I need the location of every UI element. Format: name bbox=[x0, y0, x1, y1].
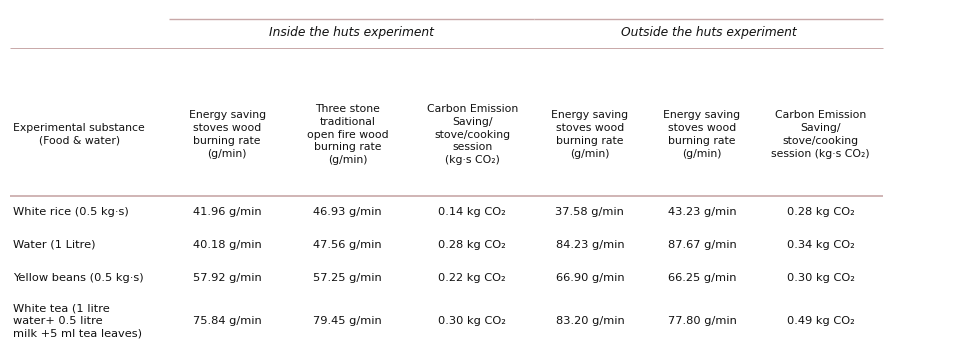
Text: Yellow beans (0.5 kg·s): Yellow beans (0.5 kg·s) bbox=[14, 273, 144, 283]
Text: 0.14 kg CO₂: 0.14 kg CO₂ bbox=[438, 207, 506, 217]
Text: 57.25 g/min: 57.25 g/min bbox=[313, 273, 382, 283]
Text: 79.45 g/min: 79.45 g/min bbox=[313, 316, 382, 326]
Text: 0.30 kg CO₂: 0.30 kg CO₂ bbox=[438, 316, 506, 326]
Text: White rice (0.5 kg·s): White rice (0.5 kg·s) bbox=[14, 207, 129, 217]
Text: 46.93 g/min: 46.93 g/min bbox=[313, 207, 382, 217]
Text: 84.23 g/min: 84.23 g/min bbox=[555, 240, 624, 250]
Text: 41.96 g/min: 41.96 g/min bbox=[193, 207, 262, 217]
Text: 43.23 g/min: 43.23 g/min bbox=[668, 207, 736, 217]
Text: Energy saving
stoves wood
burning rate
(g/min): Energy saving stoves wood burning rate (… bbox=[664, 110, 740, 159]
Text: 87.67 g/min: 87.67 g/min bbox=[668, 240, 736, 250]
Text: 47.56 g/min: 47.56 g/min bbox=[313, 240, 382, 250]
Text: 75.84 g/min: 75.84 g/min bbox=[193, 316, 262, 326]
Text: Water (1 Litre): Water (1 Litre) bbox=[14, 240, 96, 250]
Text: 0.30 kg CO₂: 0.30 kg CO₂ bbox=[787, 273, 855, 283]
Text: 40.18 g/min: 40.18 g/min bbox=[193, 240, 262, 250]
Text: Inside the huts experiment: Inside the huts experiment bbox=[269, 26, 434, 39]
Text: 0.28 kg CO₂: 0.28 kg CO₂ bbox=[787, 207, 855, 217]
Text: 77.80 g/min: 77.80 g/min bbox=[668, 316, 736, 326]
Text: Energy saving
stoves wood
burning rate
(g/min): Energy saving stoves wood burning rate (… bbox=[189, 110, 266, 159]
Text: Energy saving
stoves wood
burning rate
(g/min): Energy saving stoves wood burning rate (… bbox=[551, 110, 629, 159]
Text: 0.22 kg CO₂: 0.22 kg CO₂ bbox=[438, 273, 506, 283]
Text: Three stone
traditional
open fire wood
burning rate
(g/min): Three stone traditional open fire wood b… bbox=[307, 104, 389, 165]
Text: Carbon Emission
Saving/
stove/cooking
session
(kg·s CO₂): Carbon Emission Saving/ stove/cooking se… bbox=[426, 104, 517, 165]
Text: 0.34 kg CO₂: 0.34 kg CO₂ bbox=[787, 240, 855, 250]
Text: White tea (1 litre
water+ 0.5 litre
milk +5 ml tea leaves): White tea (1 litre water+ 0.5 litre milk… bbox=[14, 303, 142, 338]
Text: 66.90 g/min: 66.90 g/min bbox=[555, 273, 624, 283]
Text: 37.58 g/min: 37.58 g/min bbox=[555, 207, 624, 217]
Text: 0.49 kg CO₂: 0.49 kg CO₂ bbox=[787, 316, 855, 326]
Text: 83.20 g/min: 83.20 g/min bbox=[555, 316, 624, 326]
Text: 57.92 g/min: 57.92 g/min bbox=[193, 273, 262, 283]
Text: Experimental substance
(Food & water): Experimental substance (Food & water) bbox=[14, 123, 145, 146]
Text: 0.28 kg CO₂: 0.28 kg CO₂ bbox=[438, 240, 506, 250]
Text: Carbon Emission
Saving/
stove/cooking
session (kg·s CO₂): Carbon Emission Saving/ stove/cooking se… bbox=[771, 110, 870, 159]
Text: Outside the huts experiment: Outside the huts experiment bbox=[621, 26, 797, 39]
Text: 66.25 g/min: 66.25 g/min bbox=[668, 273, 736, 283]
